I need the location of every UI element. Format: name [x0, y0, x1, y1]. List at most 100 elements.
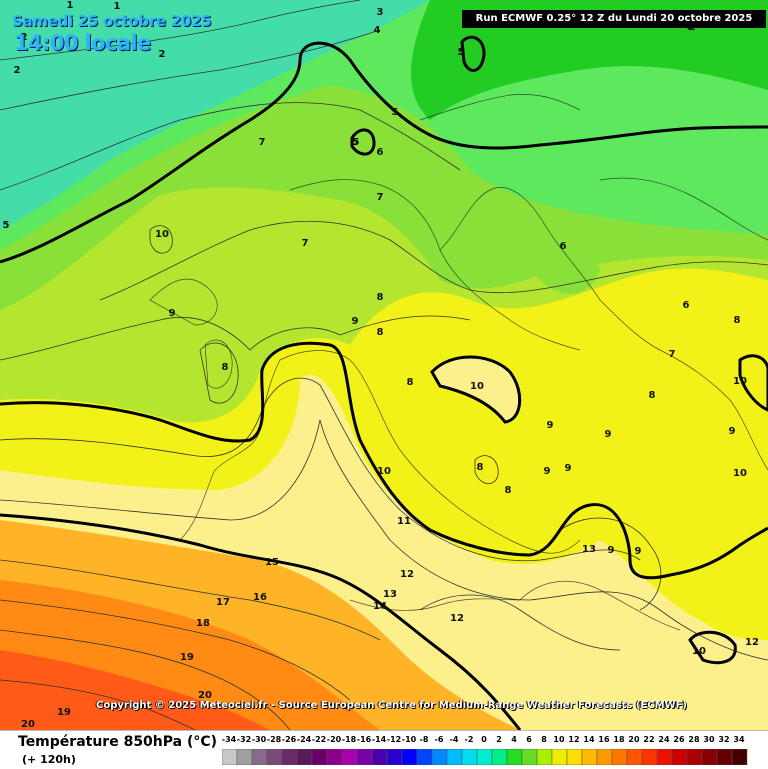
legend-tick-label: -32: [236, 735, 252, 744]
legend-swatch: [311, 749, 328, 765]
isotherms-thin: [0, 0, 768, 730]
contour-label: 5: [353, 137, 360, 148]
contour-label: 6: [377, 147, 384, 158]
contour-label: 1: [67, 0, 74, 11]
contour-label: 12: [745, 637, 759, 648]
legend-swatch: [521, 749, 538, 765]
color-legend: Température 850hPa (°C) (+ 120h) -34 -32-…: [0, 730, 768, 769]
legend-swatch: [296, 749, 313, 765]
contour-label: 17: [216, 597, 230, 608]
legend-tick-label: -4: [449, 735, 459, 744]
contour-label: 1: [114, 1, 121, 12]
legend-swatch: [431, 749, 448, 765]
contour-label: 2: [21, 32, 28, 43]
contour-label: 8: [222, 362, 229, 373]
warm-pocket-italy: [432, 357, 520, 420]
cool-pocket-balkans: [518, 227, 600, 294]
contour-label: 9: [605, 429, 612, 440]
legend-tick-label: 28: [688, 735, 700, 744]
legend-swatch: [251, 749, 268, 765]
contour-label: 2: [159, 49, 166, 60]
legend-tick-label: 0: [481, 735, 487, 744]
legend-swatch: [641, 749, 658, 765]
contour-label: 2: [14, 65, 21, 76]
contour-label: 9: [352, 316, 359, 327]
legend-tick-label: -20: [326, 735, 342, 744]
legend-tick-label: 22: [643, 735, 655, 744]
legend-color-scale: [222, 749, 748, 765]
legend-tick-label: 18: [613, 735, 625, 744]
legend-swatch: [341, 749, 358, 765]
legend-swatch: [476, 749, 493, 765]
contour-label: 19: [180, 652, 194, 663]
contour-label: 10: [470, 381, 484, 392]
legend-tick-label: -6: [434, 735, 444, 744]
contour-label: 8: [377, 292, 384, 303]
contour-label: 7: [669, 349, 676, 360]
contour-label: 7: [377, 192, 384, 203]
legend-tick-label: -10: [401, 735, 417, 744]
contour-label: 7: [302, 238, 309, 249]
legend-swatch: [266, 749, 283, 765]
contour-label: 10: [155, 229, 169, 240]
contour-label: 9: [635, 546, 642, 557]
legend-tick-label: 34: [733, 735, 745, 744]
legend-tick-label: -24: [296, 735, 312, 744]
legend-tick-label: -28: [266, 735, 282, 744]
legend-tick-label: -18: [341, 735, 357, 744]
legend-tick-label: -30: [251, 735, 267, 744]
temperature-map: 1134222255556677761098889108999889910111…: [0, 0, 768, 730]
legend-swatch: [506, 749, 523, 765]
contour-label: 8: [377, 327, 384, 338]
band-cold-northwest: [0, 0, 430, 230]
contour-label: 13: [383, 589, 397, 600]
legend-swatch: [356, 749, 373, 765]
legend-tick-label: 12: [568, 735, 580, 744]
contour-label: 10: [733, 376, 747, 387]
contour-label: 8: [649, 390, 656, 401]
legend-tick-label: 20: [628, 735, 640, 744]
contour-label: 8: [407, 377, 414, 388]
band-red: [0, 650, 270, 730]
contour-label: 5: [458, 47, 465, 58]
legend-tick-label: 6: [526, 735, 532, 744]
legend-swatch: [401, 749, 418, 765]
legend-tick-label: 16: [598, 735, 610, 744]
legend-tick-label: -26: [281, 735, 297, 744]
contour-label: 5: [3, 220, 10, 231]
legend-swatch: [222, 749, 238, 765]
legend-swatch: [446, 749, 463, 765]
contour-label: 6: [560, 241, 567, 252]
contour-label: 4: [374, 25, 381, 36]
copyright-notice: Copyright © 2025 Meteociel.fr - Source E…: [96, 700, 687, 711]
legend-swatch: [626, 749, 643, 765]
legend-swatch: [551, 749, 568, 765]
legend-scale-labels: -34 -32 -30 -28 -26 -24 -22 -20 -18 -16 -14 -12 -10-…: [221, 735, 745, 747]
contour-label: 11: [397, 516, 411, 527]
contour-label: 10: [377, 466, 391, 477]
forecast-date: Samedi 25 octobre 2025: [12, 12, 212, 30]
legend-swatch: [386, 749, 403, 765]
legend-tick-label: 2: [496, 735, 502, 744]
contour-label: 8: [734, 315, 741, 326]
contour-label: 15: [265, 557, 279, 568]
legend-tick-label: 10: [553, 735, 565, 744]
legend-title: Température 850hPa (°C): [18, 734, 218, 750]
legend-tick-label: 24: [658, 735, 670, 744]
legend-swatch: [731, 749, 748, 765]
legend-swatch: [716, 749, 733, 765]
contour-label: 16: [253, 592, 267, 603]
legend-tick-label: -34: [221, 735, 237, 744]
contour-label: 18: [196, 618, 210, 629]
model-run-info: Run ECMWF 0.25° 12 Z du Lundi 20 octobre…: [462, 10, 766, 28]
contour-label: 10: [733, 468, 747, 479]
contour-label: 5: [459, 47, 466, 58]
forecast-local-time: 14:00 locale: [14, 31, 151, 55]
legend-swatch: [416, 749, 433, 765]
contour-label: 10: [692, 646, 706, 657]
band-cold-northeast: [411, 0, 768, 120]
legend-swatch: [371, 749, 388, 765]
legend-tick-label: 32: [718, 735, 730, 744]
contour-labels: 1134222255556677761098889108999889910111…: [3, 0, 759, 730]
